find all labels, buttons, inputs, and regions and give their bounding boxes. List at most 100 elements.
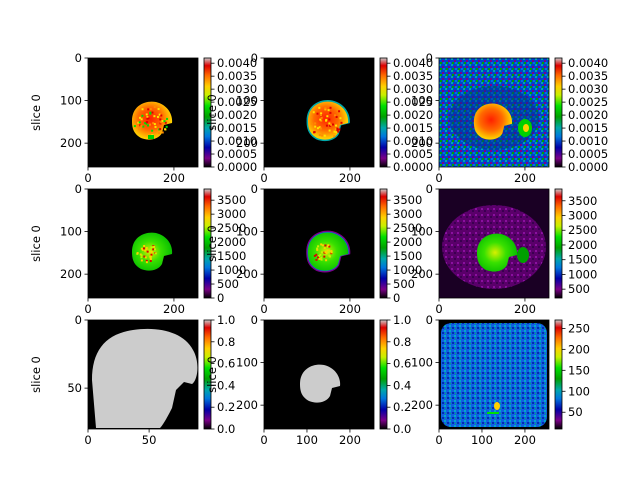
speckle	[145, 261, 148, 264]
colorbar-tick-label: 0.0020	[568, 108, 608, 122]
speckle	[160, 121, 163, 124]
colorbar	[380, 189, 387, 298]
speckle	[144, 249, 147, 252]
colorbar	[204, 320, 211, 429]
speckle	[145, 122, 148, 125]
axes-frame	[263, 57, 375, 168]
speckle	[150, 131, 153, 134]
colorbar-tick-label: 0.0040	[217, 56, 257, 70]
speckle	[316, 248, 319, 251]
colorbar-tick-label: 0.8	[393, 335, 411, 349]
speckle	[145, 246, 148, 249]
speckle	[139, 124, 142, 127]
y-tick-label: 0	[75, 313, 82, 327]
speckle	[152, 130, 155, 133]
speckle	[328, 245, 331, 248]
speckle	[327, 250, 330, 253]
image-area	[439, 58, 549, 167]
speckle	[154, 252, 157, 255]
speckle	[163, 120, 166, 123]
colorbar	[555, 58, 562, 167]
speckle	[138, 116, 141, 119]
x-tick-label: 50	[142, 433, 157, 447]
speckle	[321, 244, 324, 247]
speckle	[326, 245, 329, 248]
speckle	[149, 111, 152, 114]
colorbar-tick-label: 0.0040	[393, 56, 433, 70]
x-tick-label: 0	[260, 433, 267, 447]
x-tick-label: 100	[296, 433, 318, 447]
colorbar-tick-label: 3000	[393, 207, 422, 221]
speckle	[329, 255, 332, 258]
y-tick-label: 0	[75, 51, 82, 65]
image-area	[88, 320, 198, 429]
speckle	[316, 127, 319, 130]
speckle	[329, 124, 332, 127]
speckle	[316, 247, 319, 250]
speckle	[328, 129, 331, 132]
colorbar-tick-label: 3000	[217, 207, 246, 221]
colorbar-tick-label: 0.6	[393, 357, 411, 371]
speckle	[328, 118, 331, 121]
axes-frame	[87, 57, 199, 168]
colorbar-tick-label: 3500	[217, 193, 246, 207]
speckle	[325, 259, 328, 262]
image-area	[264, 58, 374, 167]
speckle	[327, 109, 330, 112]
x-tick-label: 100	[471, 433, 493, 447]
speckle	[141, 114, 144, 117]
speckle	[139, 126, 142, 129]
x-tick-label: 200	[514, 302, 536, 316]
colorbar-tick-label: 1500	[393, 249, 422, 263]
speckle	[324, 107, 327, 110]
speckle	[149, 258, 152, 261]
speckle	[329, 106, 332, 109]
speckle	[318, 126, 321, 129]
hot-spot	[487, 412, 499, 414]
colorbar-tick-label: 200	[568, 342, 590, 356]
y-tick-label: 0	[426, 313, 433, 327]
colorbar-frame	[554, 319, 563, 430]
colorbar-tick-label: 0.0015	[568, 121, 608, 135]
y-tick-label: 0	[251, 182, 258, 196]
speckle	[314, 125, 317, 128]
x-tick-label: 200	[514, 433, 536, 447]
speckle	[154, 130, 157, 133]
speckle	[149, 255, 152, 258]
speckle	[324, 244, 327, 247]
speckle	[320, 116, 323, 119]
colorbar-tick-label: 0.2	[217, 400, 235, 414]
x-tick-label: 200	[163, 302, 185, 316]
speckle	[142, 247, 145, 250]
colorbar	[380, 320, 387, 429]
colorbar-tick-label: 0.0030	[217, 82, 257, 96]
image-area	[439, 189, 549, 298]
speckle	[319, 114, 322, 117]
colorbar-tick-label: 0.0000	[393, 160, 433, 174]
speckle	[140, 256, 143, 259]
speckle	[338, 128, 341, 131]
image-area	[88, 58, 198, 167]
colorbar-frame	[379, 319, 388, 430]
speckle	[323, 255, 326, 258]
y-tick-label: 100	[236, 225, 258, 239]
colorbar-frame	[379, 188, 388, 299]
colorbar-tick-label: 0.0005	[393, 147, 433, 161]
y-tick-label: 0	[251, 51, 258, 65]
colorbar	[380, 58, 387, 167]
speckle	[317, 245, 320, 248]
colorbar-tick-label: 1.0	[217, 313, 235, 327]
speckle	[146, 117, 149, 120]
speckle	[158, 132, 161, 135]
speckle	[157, 108, 160, 111]
colorbar-tick-label: 0.0035	[393, 69, 433, 83]
colorbar-tick-label: 0.0025	[393, 95, 433, 109]
x-tick-label: 0	[84, 302, 91, 316]
speckle	[323, 134, 326, 137]
speckle	[326, 115, 329, 118]
speckle	[160, 114, 163, 117]
colorbar-tick-label: 2500	[217, 221, 246, 235]
